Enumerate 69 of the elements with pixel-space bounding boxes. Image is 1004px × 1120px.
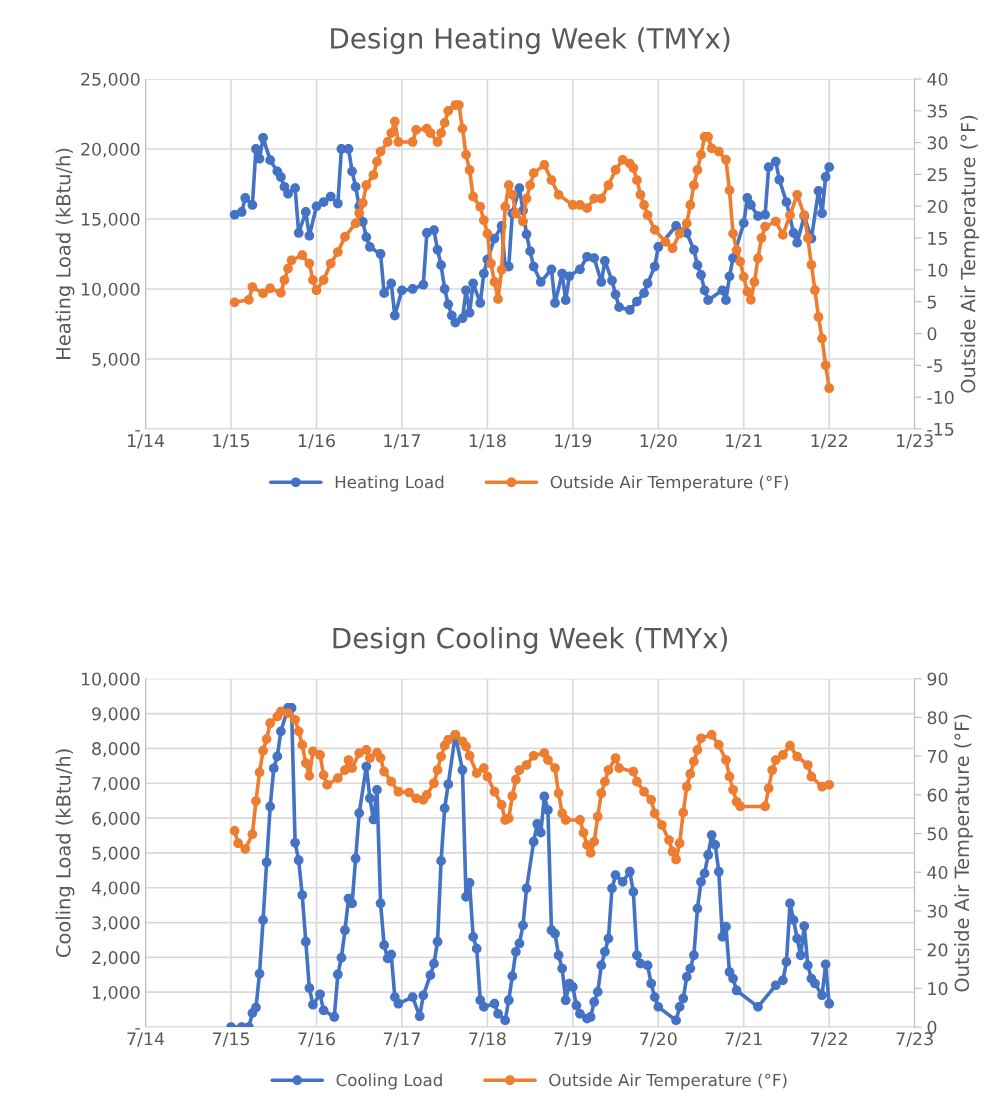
y2-axis-title: Outside Air Temperature (°F) (960, 115, 980, 393)
x-tick-label: 7/22 (811, 1032, 847, 1047)
x-tick-label: 7/20 (640, 1032, 677, 1047)
x-tick-label: 1/18 (469, 434, 506, 449)
y-tick-label: 5,000 (92, 846, 140, 862)
y2-tick-label: 90 (927, 672, 948, 686)
chart-title: Design Heating Week (TMYx) (331, 27, 730, 55)
x-tick-label: 1/14 (127, 434, 165, 449)
legend-label: Outside Air Temperature (°F) (549, 1073, 787, 1090)
y-tick-label: 10,000 (81, 672, 140, 688)
y2-tick-label: 20 (927, 943, 948, 957)
x-tick-label: 7/18 (469, 1032, 506, 1047)
x-tick-label: 1/22 (811, 434, 847, 449)
y2-tick-label: -15 (927, 422, 954, 436)
x-tick-label: 7/19 (554, 1032, 592, 1047)
y-tick-label: 10,000 (81, 282, 140, 298)
y2-axis-title: Outside Air Temperature (°F) (954, 714, 973, 992)
x-tick-label: 7/21 (725, 1032, 762, 1047)
y2-tick-label: 35 (927, 104, 948, 118)
legend-label: Cooling Load (336, 1073, 442, 1090)
x-tick-label: 7/23 (896, 1032, 933, 1047)
y2-tick-label: 40 (927, 72, 948, 86)
x-tick-label: 1/16 (298, 434, 335, 449)
y-tick-label: 7,000 (92, 776, 140, 792)
y-tick-label: 6,000 (92, 811, 140, 827)
y-tick-label: 8,000 (92, 742, 140, 757)
y2-tick-label: 20 (927, 199, 948, 214)
x-tick-label: 1/17 (384, 434, 420, 449)
y2-tick-label: 0 (927, 1020, 937, 1034)
y2-tick-label: 25 (927, 168, 948, 182)
y2-tick-label: 40 (927, 865, 948, 880)
y2-tick-label: 0 (927, 327, 937, 341)
legend-label: Outside Air Temperature (°F) (550, 475, 788, 492)
y-axis-title: Cooling Load (kBtu/h) (55, 749, 75, 958)
y2-tick-label: 30 (927, 136, 948, 150)
x-tick-label: 7/17 (383, 1032, 420, 1047)
y-tick-label: 2,000 (92, 951, 140, 966)
y-tick-label: - (135, 430, 140, 432)
y-tick-label: 20,000 (81, 142, 140, 158)
y2-tick-label: 70 (927, 749, 948, 763)
y-axis-title: Heating Load (kBtu/h) (55, 148, 75, 359)
x-tick-label: 1/23 (897, 434, 933, 449)
y-tick-label: 3,000 (92, 916, 140, 932)
y2-tick-label: 10 (928, 982, 948, 996)
y2-tick-label: -5 (927, 359, 943, 373)
y-tick-label: 25,000 (81, 72, 140, 88)
x-tick-label: 7/15 (212, 1032, 250, 1047)
x-tick-label: 1/21 (726, 434, 762, 449)
y2-tick-label: 10 (928, 263, 948, 277)
y2-tick-label: 80 (927, 711, 948, 725)
x-tick-label: 7/14 (127, 1032, 165, 1047)
y-tick-label: 15,000 (81, 212, 140, 228)
y-tick-label: 4,000 (91, 881, 140, 897)
y2-tick-label: 5 (927, 295, 936, 309)
y2-tick-label: 50 (927, 827, 948, 841)
y2-tick-label: 15 (928, 231, 948, 245)
y-tick-label: 5,000 (92, 352, 140, 368)
y-tick-label: 9,000 (92, 707, 140, 723)
x-tick-label: 7/16 (298, 1032, 335, 1047)
y2-tick-label: 30 (927, 904, 948, 918)
legend-label: Heating Load (335, 475, 444, 492)
chart-title: Design Cooling Week (TMYx) (333, 627, 728, 654)
y2-tick-label: 60 (927, 788, 948, 802)
x-tick-label: 1/19 (555, 434, 592, 449)
x-tick-label: 1/20 (640, 434, 677, 449)
y-tick-label: 1,000 (92, 985, 140, 1001)
y2-tick-label: -10 (927, 390, 954, 404)
x-tick-label: 1/15 (213, 434, 250, 449)
y-tick-label: - (135, 1028, 140, 1030)
